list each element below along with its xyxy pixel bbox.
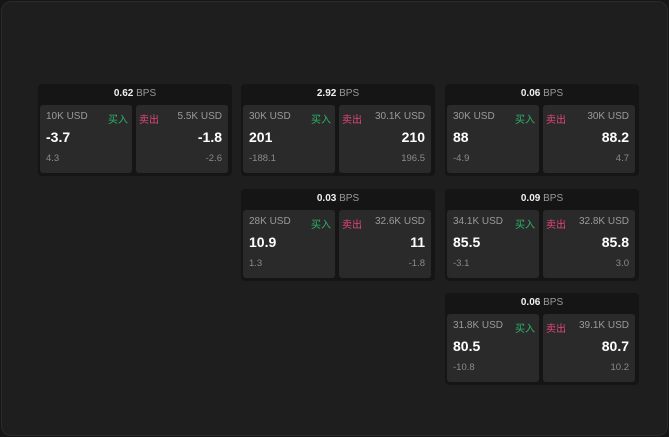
ask-size: 30K USD [587,111,629,122]
sell-button[interactable]: 卖出 30.1K USD 210 196.5 [339,105,431,173]
bid-change: -3.1 [453,258,470,269]
ask-change: -2.6 [205,153,222,164]
quote-card: 2.92 BPS 30K USD 买入 201 -188.1 卖出 30.1K … [241,84,435,176]
bid-price: 88 [453,129,469,145]
bid-price: 80.5 [453,338,481,354]
buy-button[interactable]: 34.1K USD 买入 85.5 -3.1 [447,210,539,278]
buy-label: 买入 [515,115,535,126]
ask-change: -1.8 [408,258,425,269]
quote-card: 0.06 BPS 31.8K USD 买入 80.5 -10.8 卖出 39.1… [445,293,639,385]
sell-button[interactable]: 卖出 39.1K USD 80.7 10.2 [543,314,635,382]
spread-header: 0.09 BPS [445,189,639,209]
spread-header: 0.62 BPS [38,84,232,104]
spread-value: 0.62 [113,88,134,99]
spread-unit: BPS [136,88,157,99]
ask-price: 85.8 [601,234,629,250]
sell-label: 卖出 [139,115,159,126]
sell-label: 卖出 [546,115,566,126]
bid-size: 10K USD [46,111,88,122]
ask-price: 210 [401,129,425,145]
spread-unit: BPS [543,297,564,308]
spread-value: 2.92 [316,88,337,99]
sell-button[interactable]: 卖出 32.6K USD 11 -1.8 [339,210,431,278]
bid-price: 10.9 [249,234,277,250]
spread-value: 0.03 [316,193,337,204]
bid-change: -188.1 [249,153,276,164]
ask-change: 10.2 [610,362,630,373]
sell-button[interactable]: 卖出 32.8K USD 85.8 3.0 [543,210,635,278]
buy-button[interactable]: 10K USD 买入 -3.7 4.3 [40,105,132,173]
spread-value: 0.09 [520,193,541,204]
spread-header: 0.06 BPS [445,293,639,313]
sell-label: 卖出 [342,115,362,126]
buy-label: 买入 [311,115,331,126]
spread-value: 0.06 [520,297,541,308]
sell-label: 卖出 [342,220,362,231]
bid-size: 30K USD [453,111,495,122]
sell-button[interactable]: 卖出 30K USD 88.2 4.7 [543,105,635,173]
bid-price: 85.5 [453,234,481,250]
bid-change: 4.3 [46,153,60,164]
ask-size: 32.8K USD [578,216,629,227]
ask-size: 32.6K USD [374,216,425,227]
quote-card: 0.06 BPS 30K USD 买入 88 -4.9 卖出 30K USD 8… [445,84,639,176]
buy-label: 买入 [108,115,128,126]
quote-card: 0.03 BPS 28K USD 买入 10.9 1.3 卖出 32.6K US… [241,189,435,281]
ask-price: 88.2 [601,129,629,145]
buy-label: 买入 [515,324,535,335]
bid-price: -3.7 [46,129,71,145]
spread-unit: BPS [339,193,360,204]
bid-price: 201 [249,129,273,145]
bid-size: 34.1K USD [453,216,504,227]
spread-header: 0.03 BPS [241,189,435,209]
buy-button[interactable]: 30K USD 买入 88 -4.9 [447,105,539,173]
bid-size: 31.8K USD [453,320,504,331]
buy-button[interactable]: 31.8K USD 买入 80.5 -10.8 [447,314,539,382]
ask-change: 196.5 [401,153,425,164]
bid-change: -10.8 [453,362,475,373]
spread-unit: BPS [543,88,564,99]
buy-button[interactable]: 30K USD 买入 201 -188.1 [243,105,335,173]
quote-card: 0.62 BPS 10K USD 买入 -3.7 4.3 卖出 5.5K USD… [38,84,232,176]
ask-size: 5.5K USD [177,111,222,122]
spread-header: 2.92 BPS [241,84,435,104]
bid-change: 1.3 [249,258,263,269]
buy-label: 买入 [515,220,535,231]
spread-unit: BPS [543,193,564,204]
spread-header: 0.06 BPS [445,84,639,104]
ask-change: 3.0 [615,258,629,269]
ask-size: 39.1K USD [578,320,629,331]
buy-button[interactable]: 28K USD 买入 10.9 1.3 [243,210,335,278]
buy-label: 买入 [311,220,331,231]
ask-price: 11 [410,234,425,250]
ask-change: 4.7 [615,153,629,164]
ask-price: 80.7 [601,338,629,354]
ask-size: 30.1K USD [374,111,425,122]
spread-unit: BPS [339,88,360,99]
sell-button[interactable]: 卖出 5.5K USD -1.8 -2.6 [136,105,228,173]
sell-label: 卖出 [546,324,566,335]
spread-value: 0.06 [520,88,541,99]
ask-price: -1.8 [197,129,222,145]
sell-label: 卖出 [546,220,566,231]
bid-size: 30K USD [249,111,291,122]
bid-size: 28K USD [249,216,291,227]
bid-change: -4.9 [453,153,470,164]
quote-card: 0.09 BPS 34.1K USD 买入 85.5 -3.1 卖出 32.8K… [445,189,639,281]
